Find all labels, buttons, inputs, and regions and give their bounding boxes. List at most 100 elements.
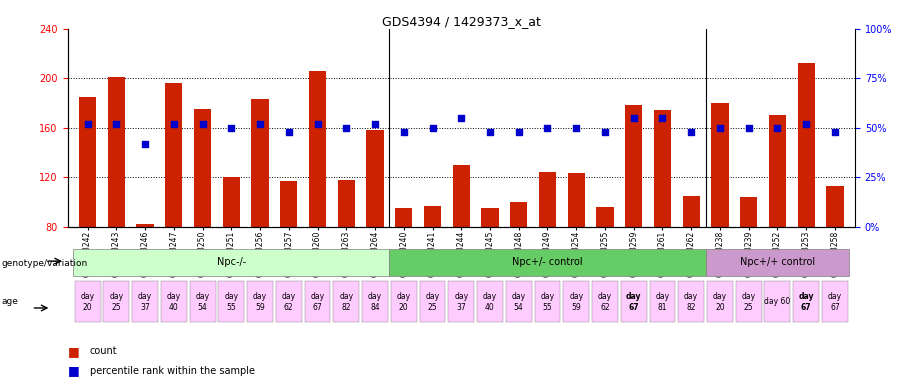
Bar: [108, 77, 125, 227]
Text: day
25: day 25: [742, 292, 756, 311]
Text: age: age: [2, 297, 19, 306]
FancyBboxPatch shape: [75, 281, 101, 322]
Point: [626, 115, 641, 121]
Point: [742, 124, 756, 131]
Bar: [280, 181, 297, 227]
Point: [138, 141, 152, 147]
Point: [195, 121, 210, 127]
FancyBboxPatch shape: [764, 281, 790, 322]
FancyBboxPatch shape: [735, 281, 761, 322]
FancyBboxPatch shape: [621, 281, 646, 322]
FancyBboxPatch shape: [535, 281, 561, 322]
FancyBboxPatch shape: [563, 281, 590, 322]
Bar: [251, 99, 269, 227]
Text: Npc+/+ control: Npc+/+ control: [740, 257, 815, 267]
FancyBboxPatch shape: [333, 281, 359, 322]
Point: [511, 129, 526, 135]
Bar: [510, 202, 527, 227]
Point: [282, 129, 296, 135]
FancyBboxPatch shape: [706, 249, 850, 276]
Bar: [453, 165, 470, 227]
FancyBboxPatch shape: [73, 249, 390, 276]
Point: [770, 124, 785, 131]
FancyBboxPatch shape: [391, 281, 417, 322]
Text: day
54: day 54: [195, 292, 210, 311]
Text: day
59: day 59: [253, 292, 267, 311]
Point: [655, 115, 670, 121]
Bar: [194, 109, 212, 227]
Text: day
20: day 20: [713, 292, 727, 311]
Text: Npc+/- control: Npc+/- control: [512, 257, 583, 267]
Bar: [568, 174, 585, 227]
Text: day
54: day 54: [512, 292, 526, 311]
FancyBboxPatch shape: [793, 281, 819, 322]
Text: day 60: day 60: [764, 297, 790, 306]
Point: [713, 124, 727, 131]
Point: [80, 121, 94, 127]
Text: ■: ■: [68, 345, 79, 358]
Text: day
82: day 82: [684, 292, 698, 311]
FancyBboxPatch shape: [132, 281, 158, 322]
FancyBboxPatch shape: [390, 249, 706, 276]
FancyBboxPatch shape: [650, 281, 675, 322]
Bar: [711, 103, 728, 227]
Bar: [653, 110, 671, 227]
Text: day
37: day 37: [454, 292, 468, 311]
Point: [569, 124, 583, 131]
FancyBboxPatch shape: [104, 281, 130, 322]
Text: percentile rank within the sample: percentile rank within the sample: [90, 366, 255, 376]
FancyBboxPatch shape: [304, 281, 330, 322]
FancyBboxPatch shape: [822, 281, 848, 322]
Bar: [166, 83, 183, 227]
FancyBboxPatch shape: [248, 281, 273, 322]
Point: [368, 121, 382, 127]
Bar: [826, 186, 843, 227]
Point: [426, 124, 440, 131]
Text: Npc-/-: Npc-/-: [217, 257, 246, 267]
Text: day
81: day 81: [655, 292, 670, 311]
Point: [339, 124, 354, 131]
Text: day
67: day 67: [626, 292, 642, 311]
Text: day
55: day 55: [224, 292, 238, 311]
FancyBboxPatch shape: [592, 281, 618, 322]
Bar: [682, 196, 700, 227]
Point: [799, 121, 814, 127]
Bar: [137, 224, 154, 227]
Text: day
82: day 82: [339, 292, 354, 311]
Point: [166, 121, 181, 127]
FancyBboxPatch shape: [419, 281, 446, 322]
Point: [540, 124, 554, 131]
FancyBboxPatch shape: [679, 281, 704, 322]
Bar: [769, 115, 786, 227]
Text: day
25: day 25: [109, 292, 123, 311]
Text: day
62: day 62: [282, 292, 296, 311]
Point: [253, 121, 267, 127]
Bar: [366, 130, 383, 227]
FancyBboxPatch shape: [276, 281, 302, 322]
FancyBboxPatch shape: [477, 281, 503, 322]
Text: count: count: [90, 346, 118, 356]
FancyBboxPatch shape: [362, 281, 388, 322]
Bar: [797, 63, 814, 227]
Text: day
20: day 20: [397, 292, 410, 311]
Text: genotype/variation: genotype/variation: [2, 258, 88, 268]
Text: day
84: day 84: [368, 292, 382, 311]
Text: day
55: day 55: [540, 292, 554, 311]
FancyBboxPatch shape: [707, 281, 733, 322]
Bar: [395, 208, 412, 227]
Text: day
67: day 67: [798, 292, 814, 311]
Point: [482, 129, 497, 135]
Text: day
67: day 67: [310, 292, 325, 311]
Point: [684, 129, 698, 135]
Bar: [539, 172, 556, 227]
Point: [598, 129, 612, 135]
Point: [828, 129, 842, 135]
Point: [454, 115, 468, 121]
Bar: [79, 97, 96, 227]
FancyBboxPatch shape: [219, 281, 244, 322]
Point: [109, 121, 123, 127]
Text: day
37: day 37: [138, 292, 152, 311]
Point: [397, 129, 411, 135]
Text: day
25: day 25: [426, 292, 439, 311]
Bar: [222, 177, 240, 227]
